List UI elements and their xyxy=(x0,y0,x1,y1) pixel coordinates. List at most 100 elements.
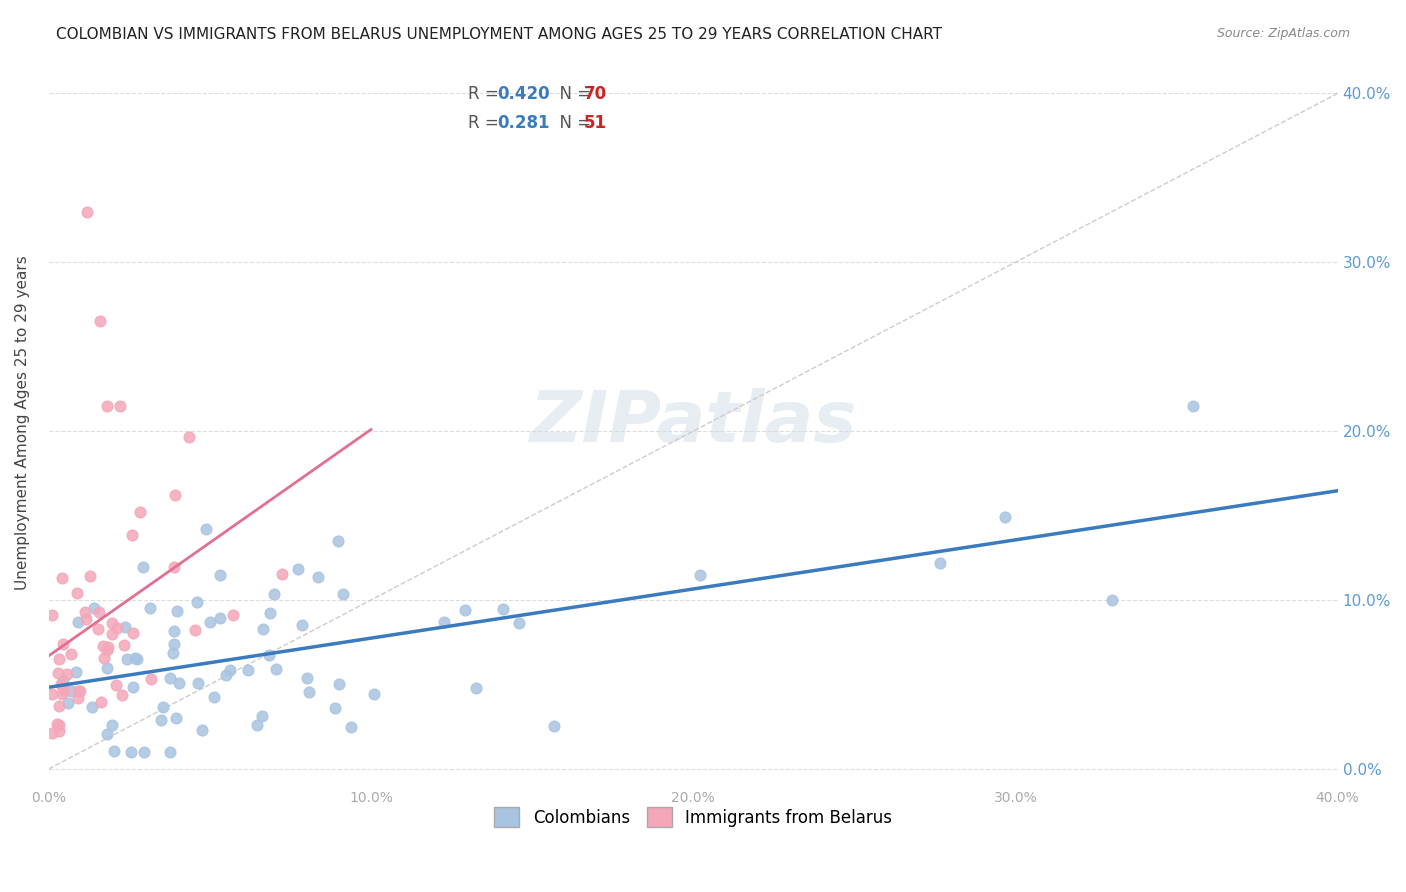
Immigrants from Belarus xyxy=(129,505,152,519)
Immigrants from Belarus xyxy=(51,677,73,691)
Colombians xyxy=(125,652,148,666)
Immigrants from Belarus xyxy=(270,567,292,582)
Colombians xyxy=(325,701,347,715)
Text: Source: ZipAtlas.com: Source: ZipAtlas.com xyxy=(1216,27,1350,40)
Immigrants from Belarus xyxy=(108,399,131,413)
Immigrants from Belarus xyxy=(139,672,162,686)
Colombians xyxy=(1101,593,1123,607)
Immigrants from Belarus xyxy=(41,608,63,623)
Colombians xyxy=(464,681,486,696)
Colombians xyxy=(163,637,186,651)
Colombians xyxy=(307,570,329,584)
Colombians xyxy=(122,680,145,694)
Immigrants from Belarus xyxy=(89,314,111,328)
Immigrants from Belarus xyxy=(52,636,75,650)
Colombians xyxy=(218,663,240,677)
Colombians xyxy=(508,615,530,630)
Text: COLOMBIAN VS IMMIGRANTS FROM BELARUS UNEMPLOYMENT AMONG AGES 25 TO 29 YEARS CORR: COLOMBIAN VS IMMIGRANTS FROM BELARUS UNE… xyxy=(56,27,942,42)
Immigrants from Belarus xyxy=(53,682,76,697)
Colombians xyxy=(115,652,138,666)
Colombians xyxy=(83,600,105,615)
Colombians xyxy=(82,699,104,714)
Colombians xyxy=(100,718,122,732)
Immigrants from Belarus xyxy=(96,399,118,413)
Text: ZIPatlas: ZIPatlas xyxy=(530,388,856,458)
Colombians xyxy=(929,556,952,570)
Immigrants from Belarus xyxy=(96,642,118,657)
Immigrants from Belarus xyxy=(112,638,135,652)
Immigrants from Belarus xyxy=(177,429,200,443)
Colombians xyxy=(150,714,173,728)
Y-axis label: Unemployment Among Ages 25 to 29 years: Unemployment Among Ages 25 to 29 years xyxy=(15,255,30,591)
Colombians xyxy=(187,675,209,690)
Colombians xyxy=(163,624,186,638)
Colombians xyxy=(332,587,354,601)
Colombians xyxy=(167,676,190,690)
Immigrants from Belarus xyxy=(41,687,63,701)
Colombians xyxy=(291,618,314,632)
Immigrants from Belarus xyxy=(59,647,82,661)
Text: 51: 51 xyxy=(583,114,606,132)
Colombians xyxy=(263,587,285,601)
Colombians xyxy=(202,690,225,704)
Colombians xyxy=(264,662,287,676)
Text: N =: N = xyxy=(548,85,596,103)
Text: 70: 70 xyxy=(583,85,607,103)
Colombians xyxy=(132,745,155,759)
Immigrants from Belarus xyxy=(75,606,97,620)
Text: R =: R = xyxy=(468,114,503,132)
Text: 0.420: 0.420 xyxy=(498,85,550,103)
Colombians xyxy=(96,727,118,741)
Immigrants from Belarus xyxy=(48,717,70,731)
Colombians xyxy=(58,696,80,710)
Colombians xyxy=(1181,399,1204,413)
Colombians xyxy=(433,615,456,630)
Colombians xyxy=(543,718,565,732)
Colombians xyxy=(132,560,155,574)
Immigrants from Belarus xyxy=(97,640,120,654)
Colombians xyxy=(259,606,281,620)
Immigrants from Belarus xyxy=(51,679,73,693)
Colombians xyxy=(96,661,118,675)
Colombians xyxy=(295,671,318,685)
Colombians xyxy=(114,620,136,634)
Immigrants from Belarus xyxy=(163,488,186,502)
Immigrants from Belarus xyxy=(51,571,73,585)
Immigrants from Belarus xyxy=(69,683,91,698)
Immigrants from Belarus xyxy=(79,569,101,583)
Text: 0.281: 0.281 xyxy=(498,114,550,132)
Immigrants from Belarus xyxy=(48,723,70,738)
Immigrants from Belarus xyxy=(105,621,128,635)
Colombians xyxy=(152,700,174,714)
Immigrants from Belarus xyxy=(121,528,143,542)
Colombians xyxy=(198,615,221,629)
Legend: Colombians, Immigrants from Belarus: Colombians, Immigrants from Belarus xyxy=(486,798,900,836)
Immigrants from Belarus xyxy=(75,612,97,626)
Colombians xyxy=(298,685,321,699)
Immigrants from Belarus xyxy=(93,650,115,665)
Immigrants from Belarus xyxy=(184,624,207,638)
Immigrants from Belarus xyxy=(51,687,73,701)
Colombians xyxy=(52,673,75,688)
Text: R =: R = xyxy=(468,85,503,103)
Colombians xyxy=(66,615,89,629)
Immigrants from Belarus xyxy=(76,204,98,219)
Colombians xyxy=(328,677,350,691)
Colombians xyxy=(186,595,208,609)
Immigrants from Belarus xyxy=(111,688,134,702)
Colombians xyxy=(208,567,231,582)
Colombians xyxy=(252,622,274,636)
Colombians xyxy=(124,651,146,665)
Colombians xyxy=(165,711,187,725)
Immigrants from Belarus xyxy=(101,627,124,641)
Immigrants from Belarus xyxy=(55,666,77,681)
Colombians xyxy=(208,611,231,625)
Immigrants from Belarus xyxy=(48,698,70,713)
Colombians xyxy=(689,567,711,582)
Immigrants from Belarus xyxy=(221,608,243,623)
Colombians xyxy=(259,648,281,662)
Text: N =: N = xyxy=(548,114,596,132)
Colombians xyxy=(65,665,87,679)
Colombians xyxy=(287,562,309,576)
Immigrants from Belarus xyxy=(48,651,70,665)
